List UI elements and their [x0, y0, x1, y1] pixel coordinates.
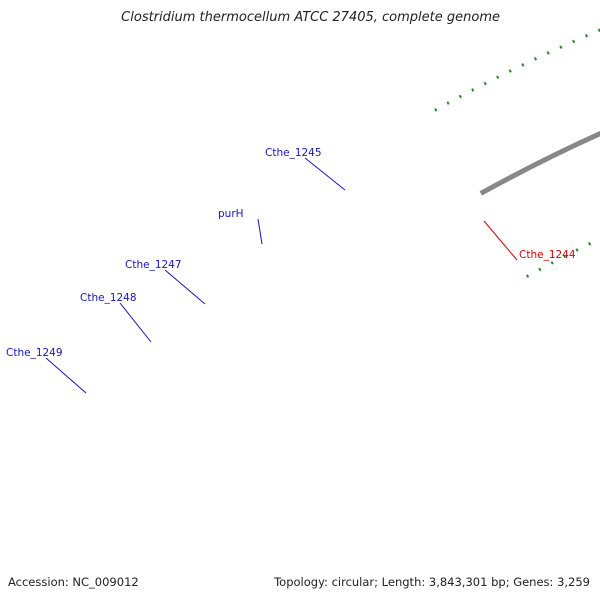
label-cthe_1245: Cthe_1245: [265, 147, 322, 159]
leader-cthe_1245: [304, 157, 346, 191]
label-cthe_1248: Cthe_1248: [80, 292, 137, 304]
leader-cthe_1248: [119, 302, 152, 343]
label-cthe_1244: Cthe_1244: [519, 249, 576, 261]
gc-content-tracks: [434, 28, 600, 278]
genome-backbone: [479, 130, 600, 196]
leader-purh: [257, 218, 263, 245]
gc-dots-inner: [525, 237, 600, 278]
leader-cthe_1249: [45, 357, 87, 394]
map-title: Clostridium thermocellum ATCC 27405, com…: [121, 10, 500, 25]
leader-cthe_1244: [483, 220, 518, 261]
label-cthe_1249: Cthe_1249: [6, 347, 63, 359]
label-cthe_1247: Cthe_1247: [125, 259, 182, 271]
accession-text: Accession: NC_009012: [8, 575, 139, 589]
genome-summary: Topology: circular; Length: 3,843,301 bp…: [274, 575, 590, 589]
gene-labels: Cthe_1245 purH Cthe_1247 Cthe_1248 Cthe_1249…: [6, 147, 576, 394]
leader-cthe_1247: [164, 269, 206, 305]
label-purh: purH: [218, 208, 244, 220]
